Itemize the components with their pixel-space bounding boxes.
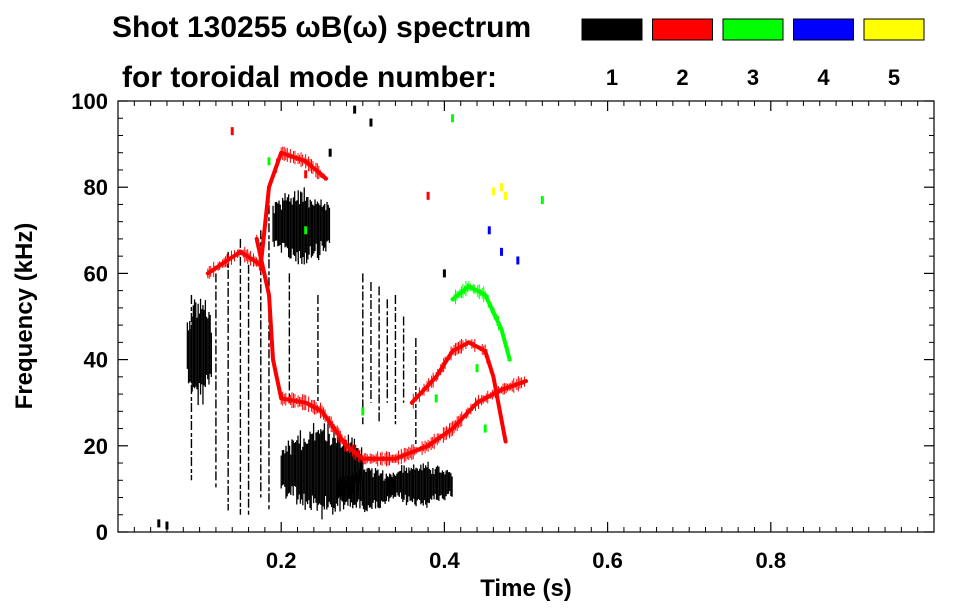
y-tick-label: 20 bbox=[84, 434, 108, 459]
y-tick-label: 60 bbox=[84, 261, 108, 286]
mode-5-point bbox=[491, 187, 495, 196]
legend-swatch-mode-2 bbox=[652, 18, 713, 41]
mode-4-point bbox=[500, 247, 504, 256]
y-axis-label: Frequency (kHz) bbox=[11, 223, 38, 410]
legend-label-mode-4: 4 bbox=[817, 65, 830, 90]
legend-swatch-mode-3 bbox=[722, 18, 784, 41]
mode-3-point bbox=[451, 114, 455, 123]
ticks: 0 20 40 60 80 100 0.2 0.4 0.6 0.8 bbox=[71, 89, 934, 573]
mode-4-point bbox=[516, 256, 520, 265]
mode-1-point bbox=[165, 521, 169, 530]
y-tick-label: 0 bbox=[96, 520, 108, 545]
legend-label-mode-1: 1 bbox=[606, 65, 618, 90]
mode-5-point bbox=[504, 191, 508, 200]
mode-3-point bbox=[475, 364, 479, 373]
mode-3-point bbox=[361, 407, 365, 416]
mode-3-point bbox=[304, 226, 308, 235]
legend-label-mode-2: 2 bbox=[676, 65, 688, 90]
mode-1-point bbox=[353, 105, 357, 114]
mode-1-point bbox=[157, 519, 161, 528]
legend-swatch-mode-5 bbox=[863, 18, 925, 41]
mode-1-point bbox=[328, 148, 332, 157]
chart-title: Shot 130255 ωB(ω) spectrum bbox=[112, 11, 531, 44]
y-tick-label: 40 bbox=[84, 348, 108, 373]
legend-label-mode-5: 5 bbox=[888, 65, 900, 90]
legend-label-mode-3: 3 bbox=[747, 65, 759, 90]
mode-3-point bbox=[434, 394, 438, 403]
chart-subtitle: for toroidal mode number: bbox=[122, 61, 497, 94]
x-tick-label: 0.4 bbox=[429, 548, 460, 573]
y-tick-label: 80 bbox=[84, 175, 108, 200]
y-tick-label: 100 bbox=[71, 89, 108, 114]
legend: 1 2 3 4 5 bbox=[581, 18, 925, 90]
legend-swatch-mode-4 bbox=[793, 18, 854, 41]
mode-1-point bbox=[442, 269, 446, 278]
x-tick-label: 0.2 bbox=[266, 548, 297, 573]
mode-3-point bbox=[540, 196, 544, 205]
mode-3-point bbox=[267, 157, 271, 166]
mode-1-point bbox=[369, 118, 373, 127]
mode-2-point bbox=[426, 191, 430, 200]
x-tick-label: 0.6 bbox=[592, 548, 623, 573]
mode-4-point bbox=[487, 226, 491, 235]
legend-swatch-mode-1 bbox=[581, 18, 643, 41]
mode-2-point bbox=[304, 170, 308, 179]
mode-5-point bbox=[500, 183, 504, 192]
x-axis-label: Time (s) bbox=[480, 575, 572, 602]
spectrum-data-marks bbox=[157, 105, 544, 530]
mode-3-point bbox=[483, 424, 487, 433]
x-tick-label: 0.8 bbox=[756, 548, 787, 573]
mode-2-point bbox=[230, 127, 234, 136]
